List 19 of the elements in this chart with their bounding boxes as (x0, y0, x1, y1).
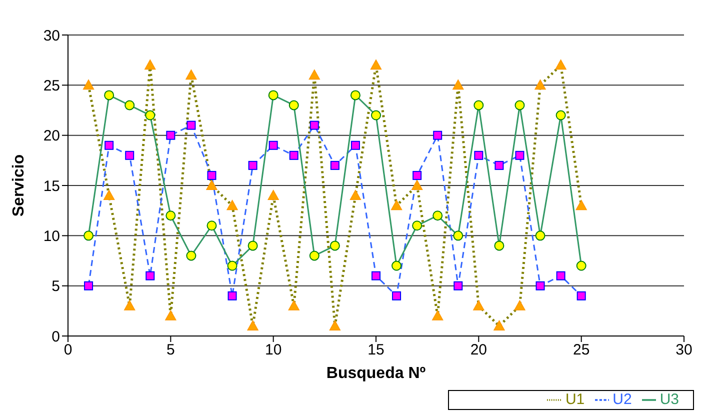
x-tick-label: 15 (368, 342, 384, 359)
y-axis-title: Servicio (10, 154, 28, 217)
y-tick-label: 10 (43, 228, 60, 245)
x-tick-label: 0 (64, 342, 72, 359)
x-tick-label: 20 (470, 342, 488, 359)
y-tick-label: 5 (52, 278, 60, 296)
x-tick-label: 30 (676, 342, 692, 359)
x-tick-label: 25 (572, 342, 590, 359)
y-tick-label: 20 (43, 128, 60, 145)
x-tick-label: 5 (166, 342, 175, 359)
x-axis-title: Busqueda Nº (326, 365, 426, 382)
legend-label: U3 (660, 391, 679, 408)
legend-label: U1 (565, 391, 585, 408)
y-tick-label: 25 (43, 77, 60, 94)
y-tick-label: 15 (43, 178, 60, 195)
legend-label: U2 (612, 391, 632, 408)
y-tick-label: 0 (52, 328, 60, 346)
x-tick-label: 10 (264, 342, 282, 359)
y-tick-label: 30 (43, 27, 60, 44)
